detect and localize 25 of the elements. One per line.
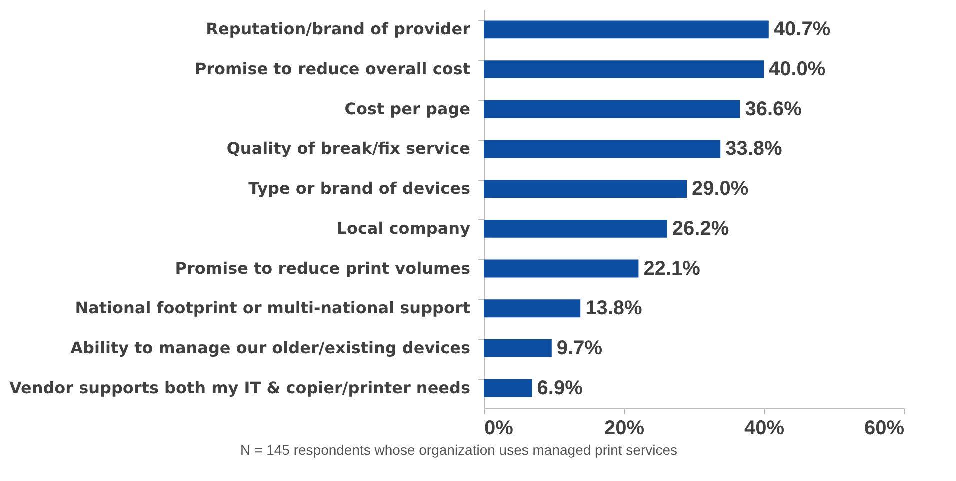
data-label: 26.2% bbox=[672, 218, 730, 240]
data-label: 36.6% bbox=[745, 98, 802, 120]
x-tick-label: 60% bbox=[864, 418, 905, 440]
y-tick-label: Promise to reduce print volumes bbox=[175, 258, 470, 278]
data-label: 40.7% bbox=[774, 18, 831, 41]
y-tick-label: Ability to manage our older/existing devices bbox=[70, 338, 470, 358]
y-tick-label: Type or brand of devices bbox=[248, 179, 470, 198]
x-tick-label: 20% bbox=[604, 418, 645, 440]
data-label: 29.0% bbox=[692, 178, 749, 200]
y-tick-label: Vendor supports both my IT & copier/printer needs bbox=[9, 378, 470, 398]
data-label: 40.0% bbox=[769, 58, 826, 81]
x-tick-label: 0% bbox=[484, 418, 514, 440]
data-label: 6.9% bbox=[537, 377, 584, 400]
y-tick-label: National footprint or multi-national support bbox=[75, 298, 471, 318]
y-tick-label: Quality of break/fix service bbox=[226, 139, 471, 158]
data-label: 33.8% bbox=[726, 138, 783, 160]
data-label: 22.1% bbox=[644, 258, 701, 280]
y-tick-label: Promise to reduce overall cost bbox=[194, 60, 471, 79]
data-label: 9.7% bbox=[556, 337, 603, 360]
text: N = 145 respondents whose organization uses managed print services bbox=[240, 442, 678, 458]
y-tick-label: Cost per page bbox=[344, 99, 471, 118]
data-label: 13.8% bbox=[586, 298, 643, 320]
x-tick-label: 40% bbox=[744, 418, 785, 440]
y-tick-label: Reputation/brand of provider bbox=[206, 20, 471, 39]
y-tick-label: Local company bbox=[336, 218, 472, 238]
